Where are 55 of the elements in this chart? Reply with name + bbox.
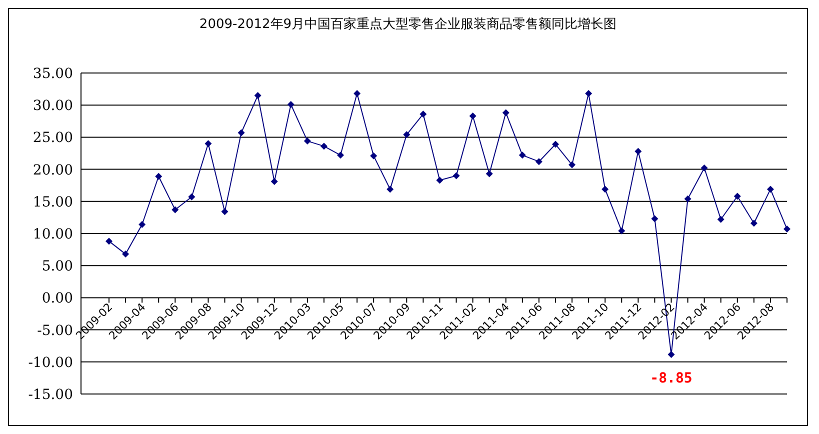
y-tick-label: -5.00 xyxy=(37,322,73,339)
y-tick-label: 10.00 xyxy=(32,226,73,242)
point xyxy=(784,226,790,233)
point xyxy=(270,178,278,185)
point xyxy=(337,152,344,159)
point xyxy=(254,92,262,99)
point xyxy=(238,129,245,136)
point xyxy=(304,138,311,145)
point xyxy=(634,148,642,155)
point xyxy=(602,186,609,193)
point xyxy=(138,221,146,228)
point xyxy=(750,220,758,227)
point xyxy=(420,110,427,118)
point xyxy=(172,206,179,214)
point xyxy=(568,161,576,168)
point xyxy=(386,186,394,193)
point xyxy=(221,208,228,216)
y-tick-label: 35.00 xyxy=(32,66,73,82)
chart-title: 2009-2012年9月中国百家重点大型零售企业服装商品零售额同比增长图 xyxy=(198,16,618,33)
y-tick-label: 20.00 xyxy=(32,162,73,178)
point xyxy=(320,142,328,150)
point xyxy=(486,170,493,178)
y-tick-label: 5.00 xyxy=(42,258,73,275)
point xyxy=(188,193,196,200)
point xyxy=(700,164,708,172)
point xyxy=(618,227,626,234)
point xyxy=(204,140,212,148)
data-label: -8.85 xyxy=(650,370,692,387)
y-tick-label: -15.00 xyxy=(28,386,73,403)
point xyxy=(585,90,592,98)
point xyxy=(287,100,294,108)
y-tick-label: -10.00 xyxy=(28,354,73,371)
y-tick-label: 0.00 xyxy=(42,290,73,307)
y-tick-label: 30.00 xyxy=(32,98,73,114)
point xyxy=(518,152,526,159)
point xyxy=(452,172,460,180)
point xyxy=(668,351,675,358)
point xyxy=(502,109,510,116)
y-tick-label: 25.00 xyxy=(32,130,73,146)
point xyxy=(766,186,774,193)
point xyxy=(684,195,692,202)
point xyxy=(552,140,559,148)
point xyxy=(106,238,112,245)
point xyxy=(354,90,361,98)
point xyxy=(436,176,444,184)
point xyxy=(403,131,410,138)
point xyxy=(122,250,130,258)
point xyxy=(370,152,378,160)
point xyxy=(734,192,741,200)
y-tick-label: 15.00 xyxy=(32,194,73,210)
point xyxy=(717,216,724,223)
point xyxy=(535,158,542,166)
point xyxy=(651,215,658,222)
point xyxy=(469,112,476,120)
point xyxy=(155,172,162,180)
